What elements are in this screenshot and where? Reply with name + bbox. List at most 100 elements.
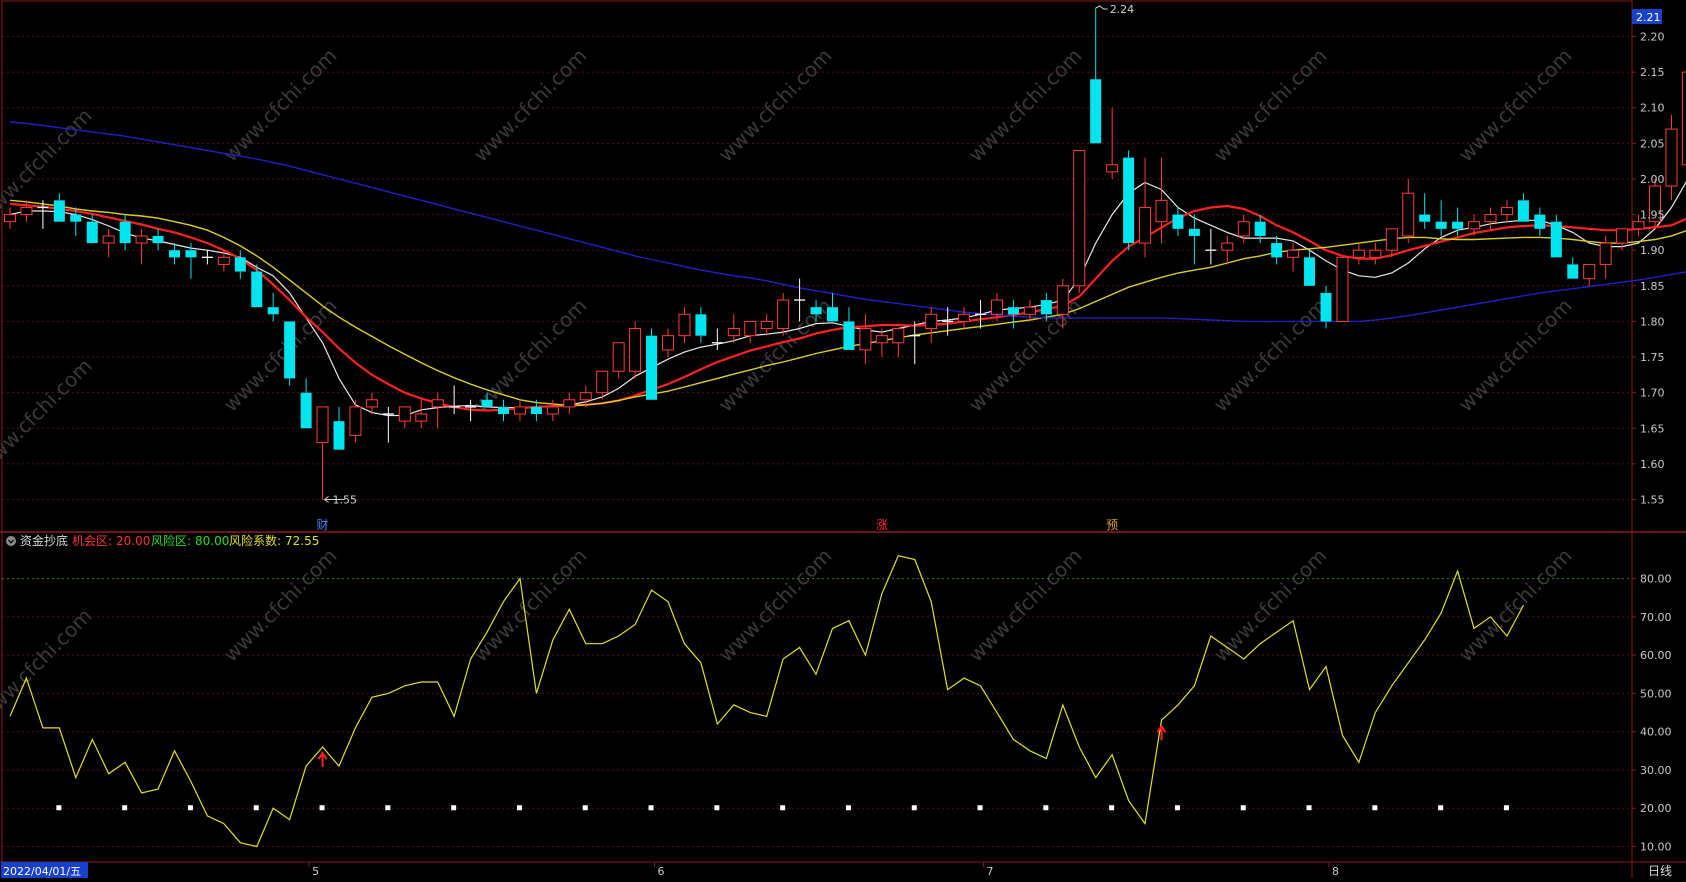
candlestick[interactable]: [1534, 207, 1545, 235]
candlestick[interactable]: [301, 378, 312, 428]
candlestick[interactable]: [432, 393, 443, 429]
candlestick[interactable]: [679, 307, 690, 343]
opportunity-zone-marker: [1307, 805, 1312, 810]
indicator-header[interactable]: 资金抄底 机会区: 20.00 风险区: 80.00 风险系数: 72.55: [6, 533, 319, 548]
candlestick[interactable]: [1419, 193, 1430, 229]
candlestick[interactable]: [334, 407, 345, 450]
candlestick[interactable]: [1501, 200, 1512, 221]
candlestick[interactable]: [1485, 207, 1496, 228]
candlestick[interactable]: [630, 321, 641, 378]
candlestick[interactable]: [54, 193, 65, 221]
candlestick[interactable]: [745, 321, 756, 342]
candlestick[interactable]: [926, 307, 937, 343]
candlestick[interactable]: [1288, 243, 1299, 271]
candlestick[interactable]: [136, 229, 147, 265]
candlestick[interactable]: [1682, 72, 1686, 179]
candlestick[interactable]: [1666, 115, 1677, 200]
candle-body: [547, 407, 558, 414]
candlestick[interactable]: [1140, 158, 1151, 258]
candle-body: [1008, 307, 1019, 314]
candlestick[interactable]: [383, 407, 394, 443]
candlestick[interactable]: [909, 321, 920, 364]
price-tick-label: 1.55: [1640, 494, 1665, 507]
candlestick[interactable]: [1304, 250, 1315, 286]
candlestick[interactable]: [1123, 150, 1134, 250]
candle-body: [1452, 222, 1463, 229]
candlestick[interactable]: [1074, 150, 1085, 292]
candlestick[interactable]: [317, 407, 328, 500]
candlestick[interactable]: [975, 300, 986, 328]
candlestick[interactable]: [761, 314, 772, 335]
candlestick[interactable]: [153, 229, 164, 250]
candlestick[interactable]: [827, 293, 838, 321]
candlestick[interactable]: [1370, 243, 1381, 264]
candlestick[interactable]: [514, 400, 525, 421]
price-tick-label: 2.05: [1640, 137, 1665, 150]
candle-body: [1074, 150, 1085, 285]
candlestick[interactable]: [1337, 257, 1348, 321]
candle-body: [1567, 264, 1578, 278]
opportunity-zone-marker: [912, 805, 917, 810]
risk-zone-label: 风险区:: [151, 533, 191, 548]
candle-body: [1633, 222, 1644, 229]
candle-body: [613, 343, 624, 371]
candlestick[interactable]: [202, 250, 213, 264]
candlestick[interactable]: [235, 250, 246, 278]
period-label[interactable]: 日线: [1648, 864, 1672, 878]
candlestick[interactable]: [416, 400, 427, 428]
candlestick[interactable]: [613, 343, 624, 379]
candlestick[interactable]: [1189, 215, 1200, 265]
candlestick[interactable]: [843, 307, 854, 350]
candlestick[interactable]: [1024, 300, 1035, 321]
candlestick[interactable]: [663, 329, 674, 357]
candlestick[interactable]: [728, 314, 739, 342]
candlestick[interactable]: [1090, 8, 1101, 143]
candlestick[interactable]: [1321, 286, 1332, 329]
candlestick[interactable]: [1353, 243, 1364, 264]
candle-body: [120, 222, 131, 243]
candlestick[interactable]: [646, 329, 657, 400]
candlestick[interactable]: [712, 329, 723, 350]
candle-body: [1222, 243, 1233, 250]
candlestick[interactable]: [1518, 193, 1529, 221]
candlestick[interactable]: [1551, 215, 1562, 258]
candlestick[interactable]: [564, 393, 575, 414]
candlestick[interactable]: [1436, 200, 1447, 236]
opportunity-zone-marker: [780, 805, 785, 810]
candlestick[interactable]: [169, 243, 180, 264]
candlestick[interactable]: [268, 293, 279, 321]
price-tick-label: 2.20: [1640, 30, 1665, 43]
candlestick[interactable]: [860, 314, 871, 364]
candle-body: [843, 321, 854, 349]
candlestick[interactable]: [876, 329, 887, 357]
candlestick[interactable]: [449, 386, 460, 414]
candlestick[interactable]: [1205, 229, 1216, 265]
candlestick[interactable]: [695, 307, 706, 343]
candlestick[interactable]: [1271, 236, 1282, 264]
candlestick[interactable]: [21, 200, 32, 221]
candlesticks[interactable]: [5, 8, 1686, 500]
candle-body: [514, 407, 525, 414]
candlestick[interactable]: [103, 229, 114, 257]
candlestick[interactable]: [1567, 257, 1578, 278]
candlestick[interactable]: [498, 400, 509, 421]
candlestick[interactable]: [547, 400, 558, 421]
candlestick[interactable]: [893, 329, 904, 357]
candle-body: [1140, 207, 1151, 243]
candlestick[interactable]: [1172, 207, 1183, 235]
candlestick[interactable]: [1403, 179, 1414, 243]
price-tick-label: 2.15: [1640, 66, 1665, 79]
candlestick[interactable]: [1222, 236, 1233, 264]
candlestick[interactable]: [1584, 264, 1595, 285]
candlestick[interactable]: [284, 321, 295, 385]
candlestick[interactable]: [251, 264, 262, 307]
watermark-text: www.cfchi.com: [0, 354, 97, 477]
candlestick[interactable]: [1238, 215, 1249, 243]
indicator-menu-icon[interactable]: [6, 536, 16, 546]
candlestick[interactable]: [399, 407, 410, 428]
candle-body: [811, 307, 822, 314]
candlestick[interactable]: [959, 307, 970, 328]
